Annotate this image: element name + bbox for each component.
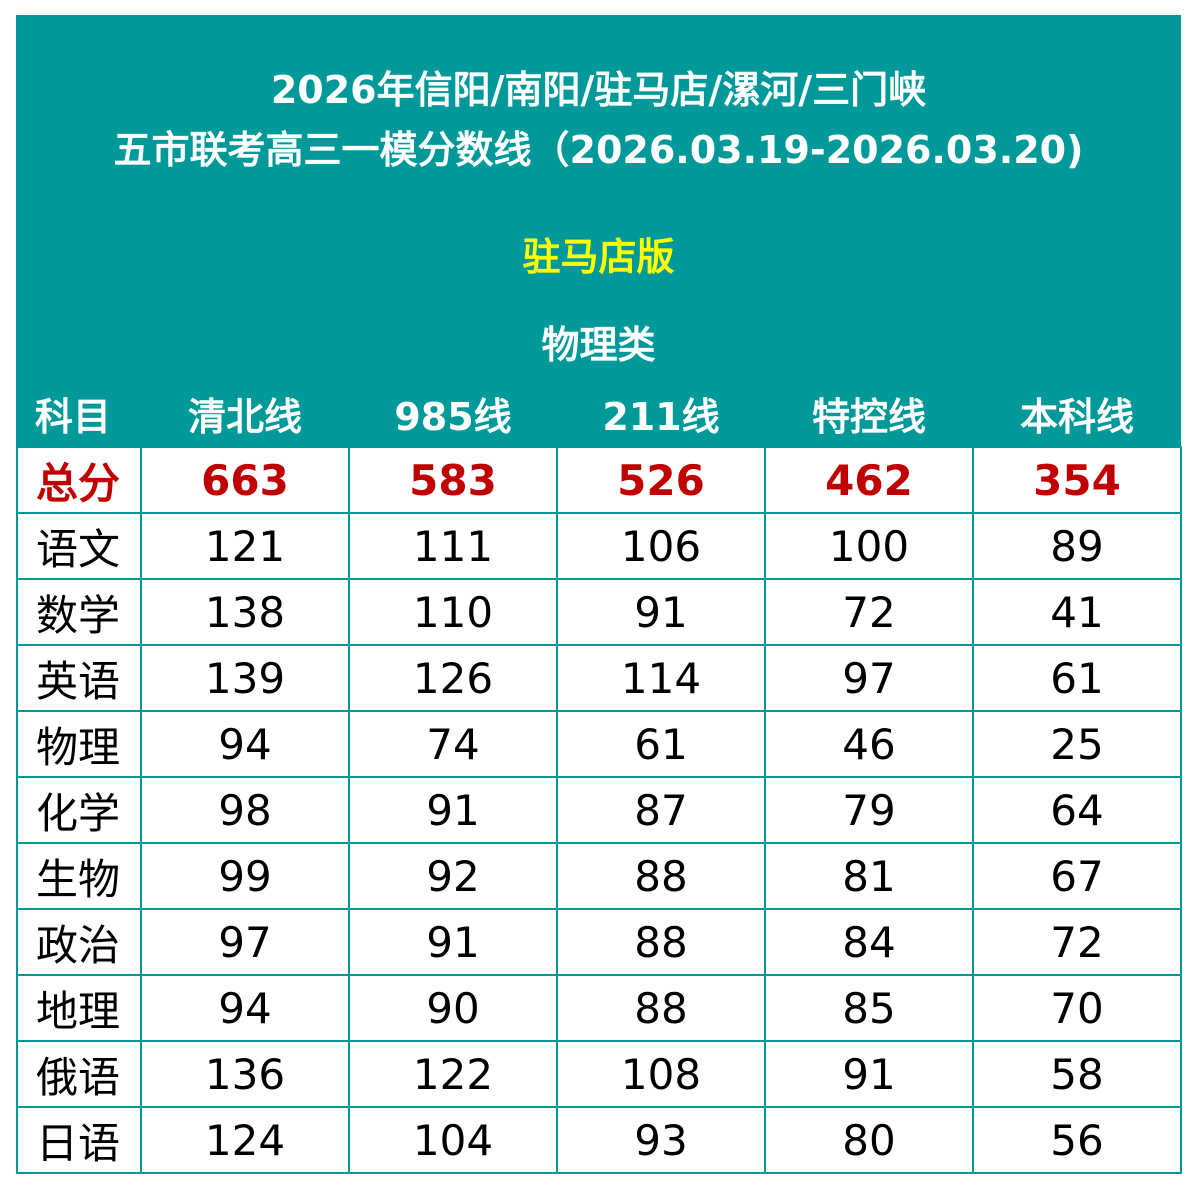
score-cell: 25: [972, 710, 1182, 778]
table-row: 生物 99 92 88 81 67: [16, 842, 1182, 910]
score-cell: 136: [140, 1040, 350, 1108]
score-cell: 93: [556, 1106, 766, 1174]
score-cell: 111: [348, 512, 558, 580]
score-cell: 124: [140, 1106, 350, 1174]
table-row: 数学 138 110 91 72 41: [16, 578, 1182, 646]
subject-cell: 政治: [16, 908, 142, 976]
score-cell: 88: [556, 974, 766, 1042]
subject-cell: 俄语: [16, 1040, 142, 1108]
subject-cell: 总分: [16, 446, 142, 514]
score-cell: 663: [140, 446, 350, 514]
score-table: 科目 清北线 985线 211线 特控线 本科线 总分 663 583 526 462 354 语文 12…: [16, 380, 1182, 1174]
subject-cell: 物理: [16, 710, 142, 778]
table-header-row: 科目 清北线 985线 211线 特控线 本科线: [17, 380, 1181, 448]
score-cell: 583: [348, 446, 558, 514]
score-cell: 106: [556, 512, 766, 580]
score-cell: 108: [556, 1040, 766, 1108]
score-cell: 81: [764, 842, 974, 910]
score-cell: 清北线: [141, 380, 349, 448]
title-line-1: 2026年信阳/南阳/驻马店/漯河/三门峡: [270, 68, 927, 112]
score-cell: 462: [764, 446, 974, 514]
table-row: 英语 139 126 114 97 61: [16, 644, 1182, 712]
score-cell: 91: [556, 578, 766, 646]
score-cell: 139: [140, 644, 350, 712]
score-cell: 126: [348, 644, 558, 712]
score-cell: 79: [764, 776, 974, 844]
score-cell: 本科线: [973, 380, 1181, 448]
score-cell: 97: [140, 908, 350, 976]
score-cell: 121: [140, 512, 350, 580]
score-cell: 80: [764, 1106, 974, 1174]
score-cell: 211线: [557, 380, 765, 448]
score-cell: 526: [556, 446, 766, 514]
score-cell: 46: [764, 710, 974, 778]
score-cell: 110: [348, 578, 558, 646]
score-cell: 64: [972, 776, 1182, 844]
score-cell: 85: [764, 974, 974, 1042]
score-cell: 99: [140, 842, 350, 910]
score-cell: 67: [972, 842, 1182, 910]
score-cell: 985线: [349, 380, 557, 448]
score-cell: 56: [972, 1106, 1182, 1174]
table-row: 俄语 136 122 108 91 58: [16, 1040, 1182, 1108]
score-cell: 91: [764, 1040, 974, 1108]
score-cell: 87: [556, 776, 766, 844]
score-cell: 94: [140, 974, 350, 1042]
subject-cell: 科目: [17, 380, 141, 448]
subject-cell: 地理: [16, 974, 142, 1042]
score-cell: 58: [972, 1040, 1182, 1108]
score-cell: 61: [556, 710, 766, 778]
subject-cell: 日语: [16, 1106, 142, 1174]
score-cell: 89: [972, 512, 1182, 580]
score-cell: 91: [348, 776, 558, 844]
score-cell: 90: [348, 974, 558, 1042]
header-banner: 2026年信阳/南阳/驻马店/漯河/三门峡 五市联考高三一模分数线（2026.0…: [16, 15, 1181, 448]
score-cell: 72: [972, 908, 1182, 976]
score-cell: 88: [556, 908, 766, 976]
subject-cell: 数学: [16, 578, 142, 646]
score-cell: 114: [556, 644, 766, 712]
score-cell: 138: [140, 578, 350, 646]
score-cell: 41: [972, 578, 1182, 646]
subject-cell: 生物: [16, 842, 142, 910]
table-row: 日语 124 104 93 80 56: [16, 1106, 1182, 1174]
score-cell: 74: [348, 710, 558, 778]
table-row: 物理 94 74 61 46 25: [16, 710, 1182, 778]
score-cell: 92: [348, 842, 558, 910]
score-cell: 61: [972, 644, 1182, 712]
table-row: 地理 94 90 88 85 70: [16, 974, 1182, 1042]
score-cell: 91: [348, 908, 558, 976]
score-cell: 72: [764, 578, 974, 646]
table-row: 政治 97 91 88 84 72: [16, 908, 1182, 976]
score-cell: 354: [972, 446, 1182, 514]
category-label: 物理类: [541, 323, 656, 367]
score-cell: 97: [764, 644, 974, 712]
score-cell: 84: [764, 908, 974, 976]
subject-cell: 化学: [16, 776, 142, 844]
table-row: 化学 98 91 87 79 64: [16, 776, 1182, 844]
score-cell: 98: [140, 776, 350, 844]
title-line-2: 五市联考高三一模分数线（2026.03.19-2026.03.20): [113, 128, 1084, 172]
subject-cell: 语文: [16, 512, 142, 580]
subject-cell: 英语: [16, 644, 142, 712]
score-cell: 特控线: [765, 380, 973, 448]
score-cell: 104: [348, 1106, 558, 1174]
total-row: 总分 663 583 526 462 354: [16, 446, 1182, 514]
score-cell: 122: [348, 1040, 558, 1108]
score-cell: 88: [556, 842, 766, 910]
edition-label: 驻马店版: [522, 235, 675, 279]
table-row: 语文 121 111 106 100 89: [16, 512, 1182, 580]
score-cell: 94: [140, 710, 350, 778]
score-cell: 70: [972, 974, 1182, 1042]
score-cell: 100: [764, 512, 974, 580]
